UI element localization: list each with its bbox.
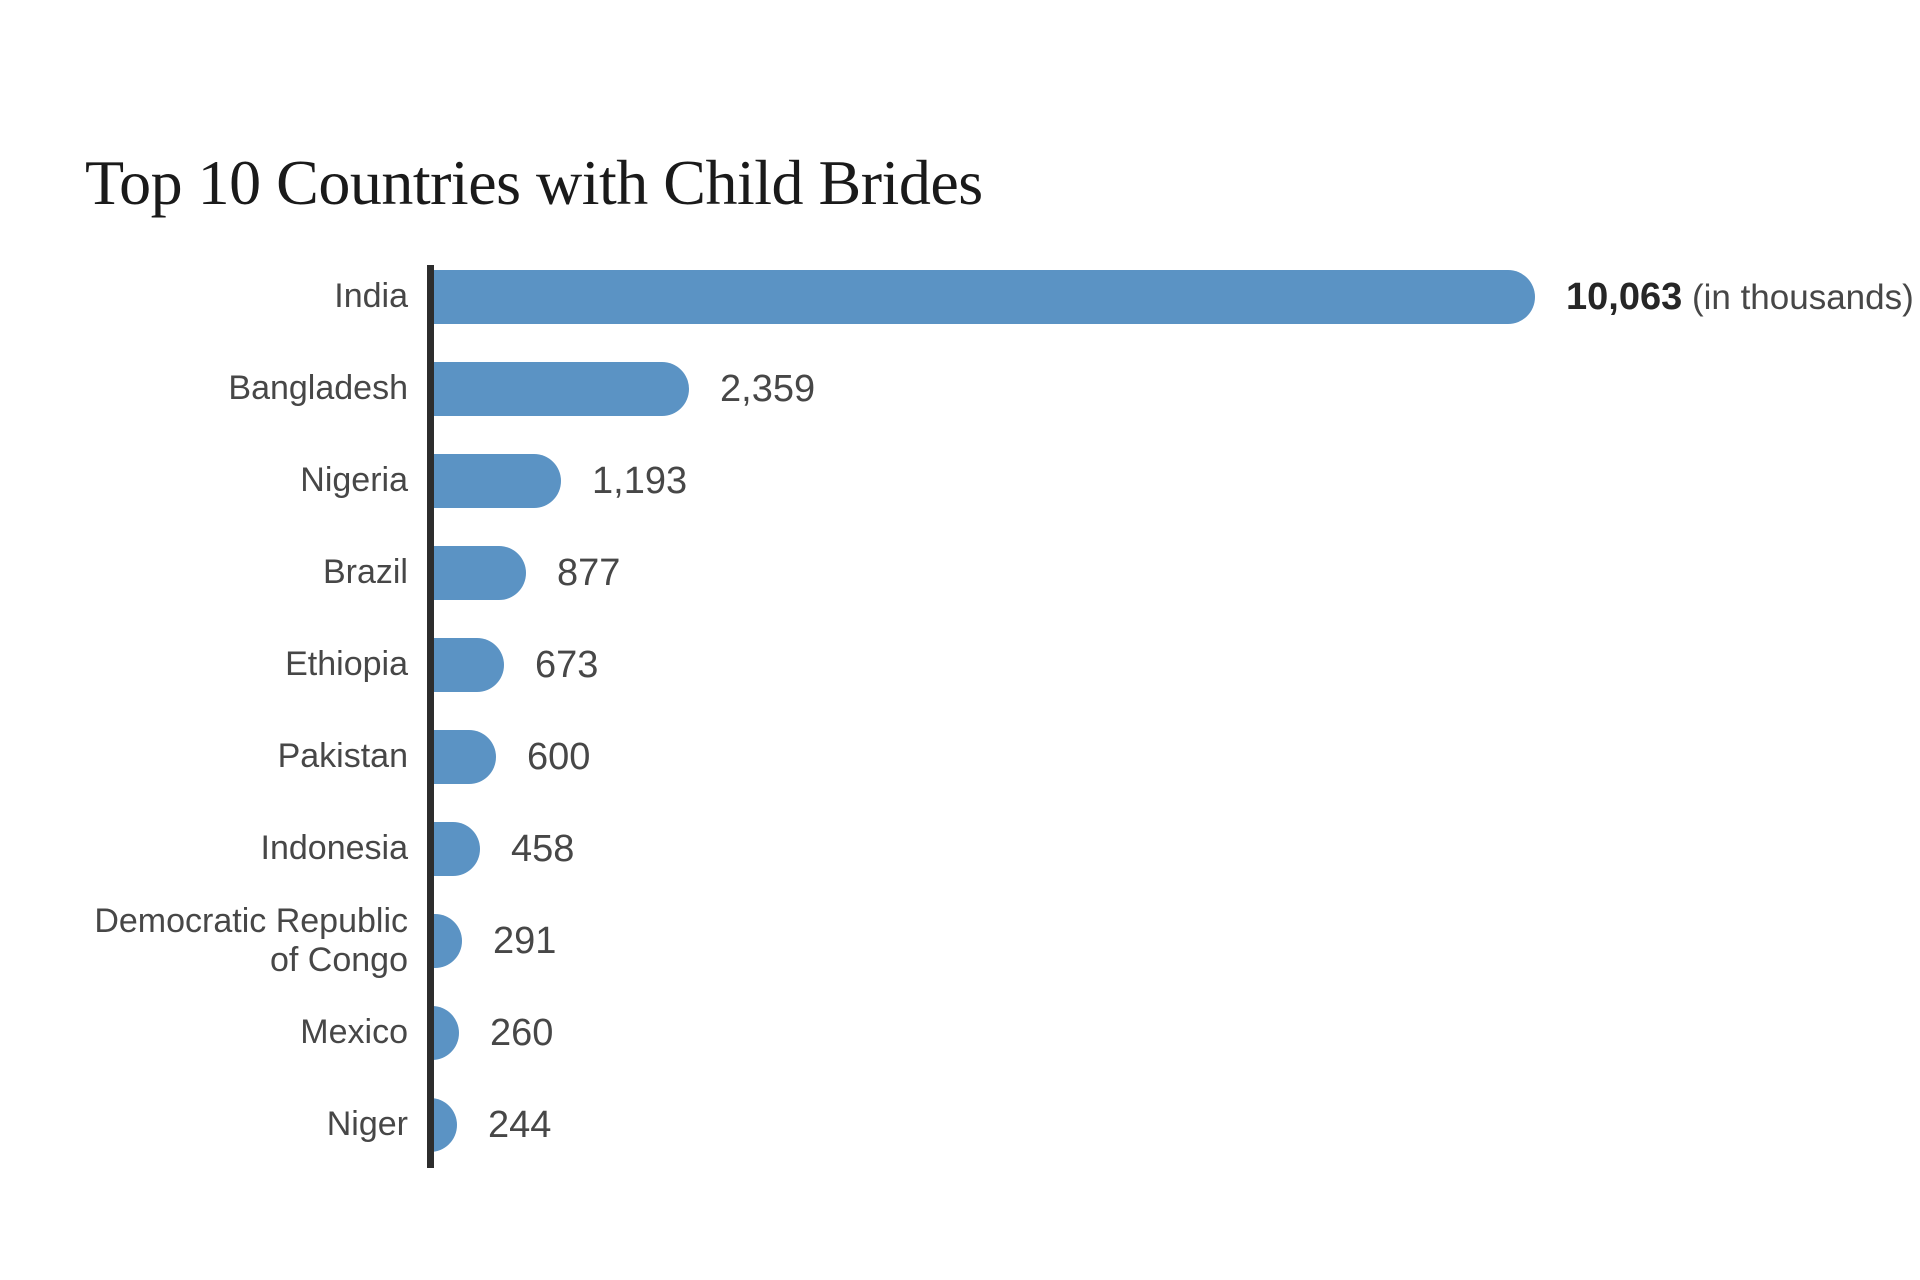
bar-row: Nigeria 1,193 xyxy=(85,435,1920,527)
y-axis-line xyxy=(427,265,434,1168)
category-label: Mexico xyxy=(300,1013,408,1052)
chart-title: Top 10 Countries with Child Brides xyxy=(85,147,983,218)
bar-row: Brazil 877 xyxy=(85,527,1920,619)
bar xyxy=(430,270,1535,324)
category-label: Brazil xyxy=(322,553,408,592)
bar xyxy=(430,1098,457,1152)
category-label: Niger xyxy=(326,1105,408,1144)
value-number: 291 xyxy=(493,919,557,962)
value-number: 1,193 xyxy=(592,459,688,502)
bar xyxy=(430,362,689,416)
bar-row: Indonesia 458 xyxy=(85,803,1920,895)
value-number: 458 xyxy=(511,827,575,870)
bar xyxy=(430,1006,459,1060)
bar-row: Pakistan 600 xyxy=(85,711,1920,803)
bar xyxy=(430,454,561,508)
plot-area: India 10,063 (in thousands) Bangladesh 2… xyxy=(85,251,1920,1171)
value-label: 291 xyxy=(493,920,556,963)
category-label: Bangladesh xyxy=(228,369,408,408)
bar-row: India 10,063 (in thousands) xyxy=(85,251,1920,343)
value-number: 877 xyxy=(557,551,621,594)
value-label: 673 xyxy=(535,644,598,687)
category-label: India xyxy=(334,277,408,316)
bar-row: Bangladesh 2,359 xyxy=(85,343,1920,435)
value-label: 1,193 xyxy=(592,460,687,503)
value-number: 600 xyxy=(527,735,591,778)
bar-row: Democratic Republic of Congo 291 xyxy=(85,895,1920,987)
value-label: 458 xyxy=(511,828,574,871)
value-number: 244 xyxy=(488,1103,552,1146)
value-number: 2,359 xyxy=(720,367,816,410)
value-number: 260 xyxy=(490,1011,554,1054)
value-label: 244 xyxy=(488,1104,551,1147)
category-label: Indonesia xyxy=(260,829,408,868)
bar-row: Niger 244 xyxy=(85,1079,1920,1171)
value-number: 10,063 xyxy=(1566,275,1683,318)
category-label: Democratic Republic of Congo xyxy=(94,901,408,979)
value-label: 600 xyxy=(527,736,590,779)
value-label: 10,063 (in thousands) xyxy=(1566,276,1914,319)
value-label: 877 xyxy=(557,552,620,595)
value-label: 260 xyxy=(490,1012,553,1055)
value-unit-note: (in thousands) xyxy=(1682,277,1914,317)
bar xyxy=(430,638,504,692)
category-label: Nigeria xyxy=(300,461,408,500)
bar xyxy=(430,730,496,784)
category-label: Ethiopia xyxy=(285,645,408,684)
bar-row: Ethiopia 673 xyxy=(85,619,1920,711)
value-number: 673 xyxy=(535,643,599,686)
category-label: Pakistan xyxy=(277,737,408,776)
bar-row: Mexico 260 xyxy=(85,987,1920,1079)
bar xyxy=(430,822,480,876)
bar xyxy=(430,546,526,600)
value-label: 2,359 xyxy=(720,368,815,411)
bar xyxy=(430,914,462,968)
bar-rows: India 10,063 (in thousands) Bangladesh 2… xyxy=(85,251,1920,1171)
